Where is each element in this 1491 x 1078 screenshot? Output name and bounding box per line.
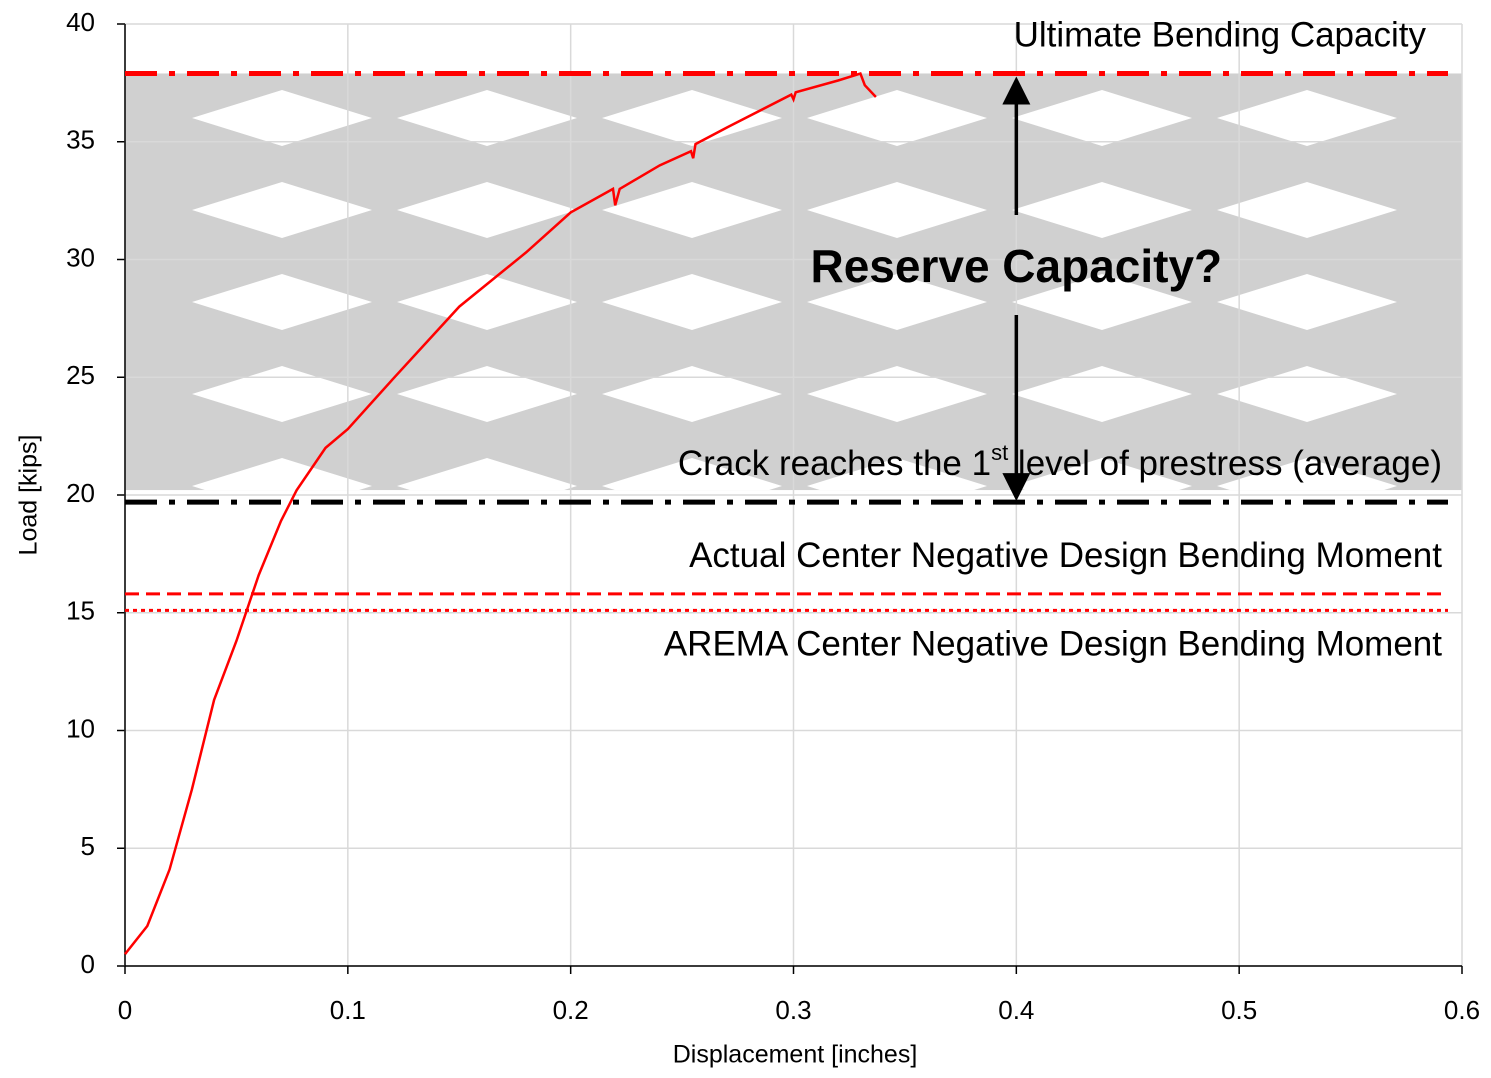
- reference-label: AREMA Center Negative Design Bending Mom…: [664, 625, 1442, 664]
- annotation: Reserve Capacity?: [810, 240, 1222, 292]
- label-text: Crack reaches the 1: [678, 444, 991, 483]
- y-tick-label: 0: [81, 949, 95, 979]
- reference-label: Crack reaches the 1st level of prestress…: [678, 440, 1442, 483]
- y-tick-label: 40: [66, 7, 95, 37]
- band-pattern: [180, 73, 1409, 490]
- y-tick-label: 25: [66, 360, 95, 390]
- x-tick-label: 0.4: [998, 995, 1034, 1025]
- x-axis-label: Displacement [inches]: [673, 1041, 918, 1069]
- y-axis-label: Load [kips]: [15, 435, 43, 556]
- y-tick-label: 20: [66, 478, 95, 508]
- reference-label: Ultimate Bending Capacity: [1014, 16, 1427, 55]
- chart: Displacement [inches] Load [kips] 0 5 10 15…: [0, 0, 1491, 1078]
- reference-label: Actual Center Negative Design Bending Mo…: [689, 536, 1442, 575]
- x-tick-label: 0: [118, 995, 132, 1025]
- label-sup: st: [991, 440, 1008, 465]
- x-tick-label: 0.6: [1444, 995, 1480, 1025]
- x-tick-label: 0.5: [1221, 995, 1257, 1025]
- y-tick-label: 35: [66, 125, 95, 155]
- y-tick-label: 15: [66, 596, 95, 626]
- x-tick-label: 0.3: [775, 995, 811, 1025]
- y-tick-label: 5: [81, 831, 95, 861]
- y-tick-label: 10: [66, 713, 95, 743]
- label-text: Ultimate Bending Capacity: [1014, 16, 1427, 55]
- x-tick-label: 0.2: [553, 995, 589, 1025]
- label-text: level of prestress (average): [1008, 444, 1442, 483]
- label-text: AREMA Center Negative Design Bending Mom…: [664, 625, 1442, 664]
- label-text: Actual Center Negative Design Bending Mo…: [689, 536, 1442, 575]
- y-tick-label: 30: [66, 242, 95, 272]
- x-tick-label: 0.1: [330, 995, 366, 1025]
